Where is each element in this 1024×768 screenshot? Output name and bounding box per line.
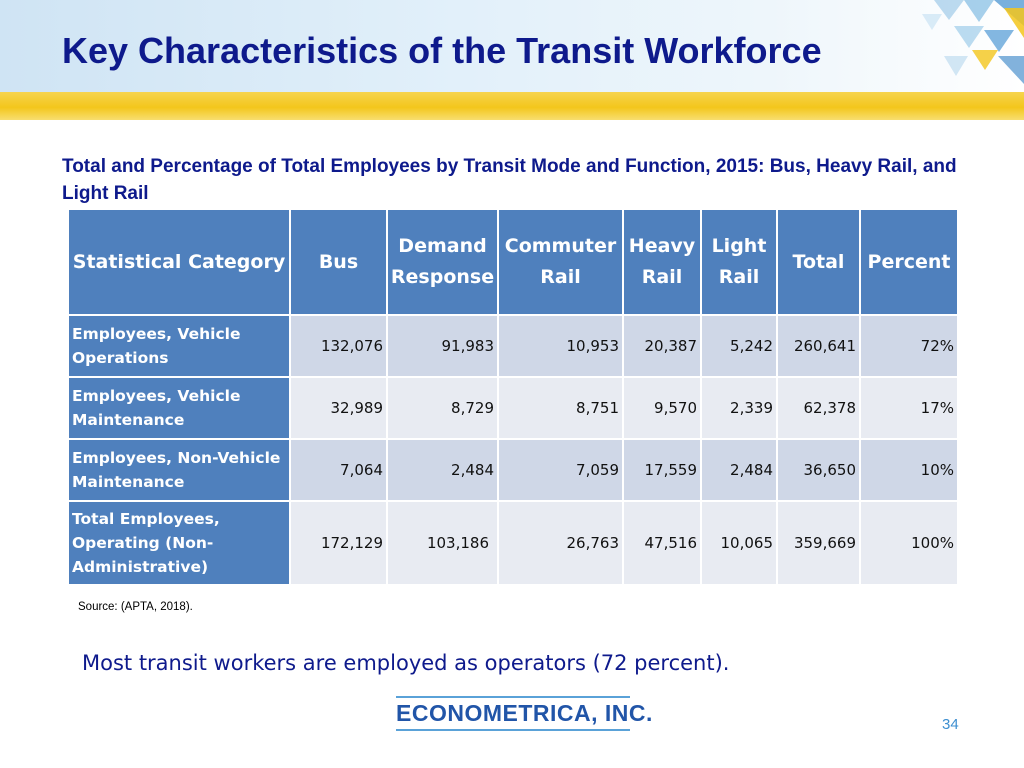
cell-bus: 172,129 bbox=[289, 500, 388, 586]
row-label-line: Employees, Non-Vehicle bbox=[72, 449, 281, 467]
row-label-total-employees: Total Employees, Operating (Non- Administr… bbox=[67, 500, 291, 586]
cell-bus: 7,064 bbox=[289, 438, 388, 502]
takeaway-text: Most transit workers are employed as ope… bbox=[82, 651, 730, 675]
header-demand-response: Demand Response bbox=[386, 208, 499, 316]
cell-total: 62,378 bbox=[776, 376, 861, 440]
cell-commuter-rail: 8,751 bbox=[497, 376, 624, 440]
cell-demand-response: 8,729 bbox=[386, 376, 499, 440]
logo-rule-top bbox=[396, 696, 630, 698]
table-row: Employees, Vehicle Operations 132,076 91,… bbox=[67, 314, 959, 378]
table-header-row: Statistical Category Bus Demand Response … bbox=[67, 208, 959, 316]
row-label-non-vehicle-maintenance: Employees, Non-Vehicle Maintenance bbox=[67, 438, 291, 502]
cell-total: 359,669 bbox=[776, 500, 861, 586]
cell-light-rail: 2,339 bbox=[700, 376, 778, 440]
header-heavy-rail: Heavy Rail bbox=[622, 208, 702, 316]
cell-bus: 132,076 bbox=[289, 314, 388, 378]
source-citation: Source: (APTA, 2018). bbox=[78, 601, 193, 613]
cell-light-rail: 5,242 bbox=[700, 314, 778, 378]
header-total: Total bbox=[776, 208, 861, 316]
row-label-vehicle-maintenance: Employees, Vehicle Maintenance bbox=[67, 376, 291, 440]
cell-heavy-rail: 47,516 bbox=[622, 500, 702, 586]
cell-demand-response: 91,983 bbox=[386, 314, 499, 378]
row-label-line: Total Employees, bbox=[72, 510, 220, 528]
cell-percent: 17% bbox=[859, 376, 959, 440]
econometrica-logo: ECONOMETRICA, INC. bbox=[396, 694, 653, 733]
row-label-line: Operations bbox=[72, 349, 169, 367]
cell-heavy-rail: 17,559 bbox=[622, 438, 702, 502]
cell-total: 260,641 bbox=[776, 314, 861, 378]
workforce-table: Statistical Category Bus Demand Response … bbox=[67, 208, 959, 586]
header-percent: Percent bbox=[859, 208, 959, 316]
cell-light-rail: 10,065 bbox=[700, 500, 778, 586]
header-bus: Bus bbox=[289, 208, 388, 316]
cell-percent: 72% bbox=[859, 314, 959, 378]
header-line: Light bbox=[711, 235, 767, 257]
cell-heavy-rail: 20,387 bbox=[622, 314, 702, 378]
cell-commuter-rail: 7,059 bbox=[497, 438, 624, 502]
cell-demand-response: 103,186 bbox=[386, 500, 499, 586]
logo-rule-bottom bbox=[396, 729, 630, 731]
header-line: Commuter bbox=[504, 235, 617, 257]
cell-commuter-rail: 10,953 bbox=[497, 314, 624, 378]
row-label-vehicle-operations: Employees, Vehicle Operations bbox=[67, 314, 291, 378]
table-row: Employees, Vehicle Maintenance 32,989 8,7… bbox=[67, 376, 959, 440]
triangle-pattern-decoration bbox=[922, 0, 1024, 84]
cell-commuter-rail: 26,763 bbox=[497, 500, 624, 586]
row-label-line: Maintenance bbox=[72, 473, 185, 491]
row-label-line: Maintenance bbox=[72, 411, 185, 429]
header-line: Rail bbox=[540, 266, 581, 288]
header-light-rail: Light Rail bbox=[700, 208, 778, 316]
slide-title: Key Characteristics of the Transit Workf… bbox=[62, 30, 822, 71]
row-label-line: Employees, Vehicle bbox=[72, 387, 241, 405]
row-label-line: Employees, Vehicle bbox=[72, 325, 241, 343]
table-caption: Total and Percentage of Total Employees … bbox=[62, 156, 957, 204]
header-line: Rail bbox=[718, 266, 760, 288]
header-line: Demand bbox=[398, 235, 487, 257]
cell-bus: 32,989 bbox=[289, 376, 388, 440]
header-line: Response bbox=[390, 266, 495, 288]
cell-demand-response: 2,484 bbox=[386, 438, 499, 502]
cell-total: 36,650 bbox=[776, 438, 861, 502]
header-commuter-rail: Commuter Rail bbox=[497, 208, 624, 316]
table-row: Total Employees, Operating (Non- Administr… bbox=[67, 500, 959, 586]
header-band bbox=[0, 0, 1024, 92]
logo-text: ECONOMETRICA, INC. bbox=[396, 700, 653, 726]
cell-percent: 10% bbox=[859, 438, 959, 502]
cell-heavy-rail: 9,570 bbox=[622, 376, 702, 440]
cell-light-rail: 2,484 bbox=[700, 438, 778, 502]
header-line: Heavy bbox=[628, 235, 696, 257]
yellow-accent-band bbox=[0, 92, 1024, 120]
table-row: Employees, Non-Vehicle Maintenance 7,064 … bbox=[67, 438, 959, 502]
page-number: 34 bbox=[942, 716, 959, 733]
cell-percent: 100% bbox=[859, 500, 959, 586]
row-label-line: Operating (Non- bbox=[72, 534, 214, 552]
header-line: Rail bbox=[641, 266, 683, 288]
row-label-line: Administrative) bbox=[72, 558, 209, 576]
header-statistical-category: Statistical Category bbox=[67, 208, 291, 316]
